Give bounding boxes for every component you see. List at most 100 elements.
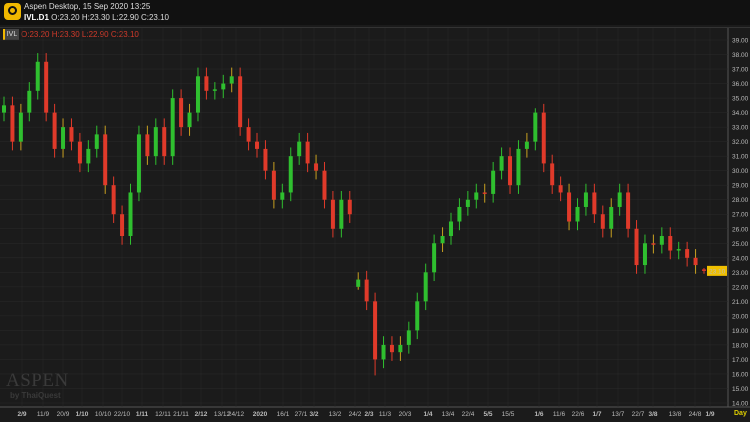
x-tick-label: 22/7	[632, 411, 645, 418]
candle-body	[457, 206, 462, 222]
y-tick-label: 38.00	[732, 52, 749, 59]
candle-body	[491, 170, 496, 194]
y-tick-label: 18.00	[732, 342, 749, 349]
y-tick-label: 37.00	[732, 67, 749, 74]
candle-body	[86, 148, 91, 164]
candle-body	[415, 301, 420, 331]
candle-body	[347, 199, 352, 215]
candle-body	[499, 156, 504, 171]
candle-body	[288, 156, 293, 193]
candle-body	[440, 236, 445, 244]
y-tick-label: 26.00	[732, 226, 749, 233]
candle-body	[10, 105, 15, 142]
candle-body	[280, 192, 285, 200]
candle-body	[702, 269, 706, 271]
candle-body	[94, 134, 99, 149]
candle-body	[676, 249, 681, 251]
candle-body	[246, 127, 251, 142]
x-tick-label: 3/8	[648, 411, 657, 418]
candle-body	[406, 330, 411, 345]
x-tick-label: 24/2	[349, 411, 362, 418]
y-tick-label: 35.00	[732, 96, 749, 103]
candle-body	[524, 141, 529, 149]
candle-body	[550, 163, 555, 186]
y-tick-label: 33.00	[732, 125, 749, 132]
candle-body	[35, 61, 40, 91]
y-tick-label: 14.00	[732, 401, 749, 408]
candle-body	[18, 112, 23, 142]
y-tick-label: 19.00	[732, 328, 749, 335]
y-tick-label: 27.00	[732, 212, 749, 219]
x-tick-label: 2020	[253, 411, 268, 418]
candle-body	[162, 127, 167, 157]
candle-body	[626, 192, 631, 229]
last-price-badge	[707, 265, 727, 276]
candle-body	[575, 206, 580, 222]
candle-body	[592, 192, 597, 215]
candle-body	[600, 214, 605, 229]
x-tick-label: 24/8	[689, 411, 702, 418]
aspen-logo-icon	[4, 3, 21, 20]
x-tick-label: 20/3	[399, 411, 412, 418]
candle-body	[187, 112, 192, 128]
x-tick-label: 13/7	[612, 411, 625, 418]
x-tick-label: 1/10	[76, 411, 89, 418]
candle-body	[533, 112, 538, 142]
candle-body	[153, 127, 158, 157]
candle-body	[204, 76, 209, 91]
candle-body	[339, 199, 344, 229]
candle-body	[229, 76, 234, 84]
candle-body	[567, 192, 572, 222]
symbol-label: IVL.D1	[24, 13, 49, 22]
x-tick-label: 20/9	[57, 411, 70, 418]
candle-body	[693, 257, 698, 266]
y-tick-label: 22.00	[732, 284, 749, 291]
x-tick-label: 11/3	[379, 411, 392, 418]
candle-body	[389, 344, 394, 353]
candle-body	[330, 199, 335, 229]
y-tick-label: 17.00	[732, 357, 749, 364]
candle-body	[61, 127, 66, 149]
candle-body	[27, 90, 32, 113]
candle-body	[448, 221, 453, 237]
app-title: Aspen Desktop, 15 Sep 2020 13:25	[24, 2, 151, 11]
x-tick-label: 13/8	[669, 411, 682, 418]
x-tick-label: 2/3	[364, 411, 373, 418]
y-tick-label: 29.00	[732, 183, 749, 190]
x-tick-label: 11/9	[37, 411, 50, 418]
x-tick-label: 10/10	[95, 411, 112, 418]
candle-body	[541, 112, 546, 164]
candle-body	[136, 134, 141, 193]
timeframe-label[interactable]: Day	[734, 410, 747, 417]
y-tick-label: 15.00	[732, 386, 749, 393]
watermark-brand: ASPEN	[6, 370, 69, 391]
candle-body	[508, 156, 513, 186]
x-tick-label: 22/10	[114, 411, 131, 418]
candle-body	[381, 344, 386, 360]
x-tick-label: 1/6	[534, 411, 543, 418]
candle-body	[179, 98, 184, 128]
candle-body	[373, 301, 378, 360]
candle-body	[432, 243, 437, 273]
x-tick-label: 22/4	[462, 411, 475, 418]
candle-body	[221, 83, 226, 90]
candle-body	[52, 112, 57, 149]
legend-symbol-button[interactable]: IVL	[3, 29, 19, 40]
candle-body	[128, 192, 133, 237]
y-tick-label: 25.00	[732, 241, 749, 248]
x-tick-label: 1/11	[136, 411, 149, 418]
x-tick-label: 13/12	[214, 411, 231, 418]
x-tick-label: 2/12	[195, 411, 208, 418]
symbol-quote: IVL.D1 O:23.20 H:23.30 L:22.90 C:23.10	[24, 13, 169, 22]
candle-body	[255, 141, 260, 149]
candle-body	[103, 134, 108, 186]
x-tick-label: 5/5	[483, 411, 492, 418]
candle-body	[120, 214, 125, 237]
y-tick-label: 30.00	[732, 168, 749, 175]
title-bar: Aspen Desktop, 15 Sep 2020 13:25 IVL.D1 …	[0, 0, 750, 25]
y-tick-label: 32.00	[732, 139, 749, 146]
x-tick-label: 12/11	[155, 411, 171, 418]
x-tick-label: 16/1	[277, 411, 290, 418]
y-tick-label: 24.00	[732, 255, 749, 262]
